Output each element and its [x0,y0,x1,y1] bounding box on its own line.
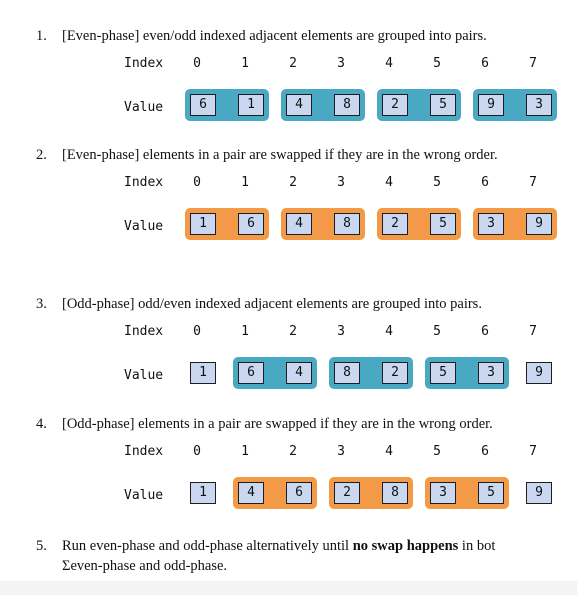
index-number: 5 [433,324,441,339]
value-cell: 9 [526,213,552,235]
step-number: 5. [36,538,47,554]
value-cell: 4 [286,213,312,235]
value-cell: 3 [526,94,552,116]
step-number: 3. [36,296,47,312]
value-label: Value [124,488,164,503]
value-cell: 6 [238,213,264,235]
index-number: 2 [289,324,297,339]
index-label: Index [124,56,164,71]
index-number: 1 [241,324,249,339]
index-number: 0 [193,175,201,190]
value-cell: 1 [238,94,264,116]
step-text-line2: Σeven-phase and odd-phase. [62,558,228,574]
value-label: Value [124,100,164,115]
index-number: 4 [385,324,393,339]
value-cell: 6 [286,482,312,504]
value-cell: 1 [190,482,216,504]
index-number: 6 [481,324,489,339]
index-number: 4 [385,175,393,190]
value-cell: 9 [526,362,552,384]
index-number: 4 [385,56,393,71]
value-cell: 1 [190,213,216,235]
step-number: 4. [36,416,47,432]
index-label: Index [124,175,164,190]
step-2: 2. [Even-phase] elements in a pair are sw… [36,147,498,164]
step-text: [Even-phase] even/odd indexed adjacent e… [62,28,487,44]
index-number: 2 [289,56,297,71]
value-cell: 4 [286,362,312,384]
value-cell: 4 [238,482,264,504]
index-number: 3 [337,175,345,190]
index-number: 2 [289,444,297,459]
value-cell: 8 [334,213,360,235]
step-text: [Odd-phase] odd/even indexed adjacent el… [62,296,482,312]
value-cell: 1 [190,362,216,384]
value-cell: 3 [478,362,504,384]
index-number: 0 [193,56,201,71]
value-cell: 5 [478,482,504,504]
index-number: 6 [481,175,489,190]
index-number: 1 [241,444,249,459]
step-text-after: in bot [458,538,496,554]
index-number: 7 [529,444,537,459]
step-4: 4. [Odd-phase] elements in a pair are swa… [36,416,493,433]
index-number: 5 [433,175,441,190]
step-text-bold: no swap happens [352,538,459,554]
value-cell: 2 [382,213,408,235]
index-label: Index [124,324,164,339]
value-cell: 9 [478,94,504,116]
value-cell: 5 [430,213,456,235]
index-number: 5 [433,444,441,459]
index-number: 2 [289,175,297,190]
index-number: 1 [241,56,249,71]
index-number: 6 [481,444,489,459]
index-number: 7 [529,56,537,71]
step-3: 3. [Odd-phase] odd/even indexed adjacent … [36,296,482,313]
index-number: 7 [529,175,537,190]
value-cell: 4 [286,94,312,116]
step-text-before: Run even-phase and odd-phase alternative… [62,538,353,554]
value-cell: 8 [334,362,360,384]
step-number: 2. [36,147,47,163]
index-number: 5 [433,56,441,71]
value-cell: 6 [238,362,264,384]
index-label: Index [124,444,164,459]
step-text: [Even-phase] elements in a pair are swap… [62,147,498,163]
step-number: 1. [36,28,47,44]
index-number: 3 [337,56,345,71]
index-number: 3 [337,324,345,339]
value-cell: 2 [382,362,408,384]
index-number: 7 [529,324,537,339]
index-number: 4 [385,444,393,459]
value-cell: 5 [430,94,456,116]
index-number: 0 [193,444,201,459]
value-cell: 9 [526,482,552,504]
value-cell: 3 [430,482,456,504]
value-cell: 5 [430,362,456,384]
index-number: 1 [241,175,249,190]
value-cell: 2 [382,94,408,116]
value-cell: 8 [334,94,360,116]
step-text: [Odd-phase] elements in a pair are swapp… [62,416,493,432]
value-label: Value [124,219,164,234]
index-number: 3 [337,444,345,459]
value-label: Value [124,368,164,383]
value-cell: 2 [334,482,360,504]
value-cell: 8 [382,482,408,504]
index-number: 6 [481,56,489,71]
value-cell: 6 [190,94,216,116]
value-cell: 3 [478,213,504,235]
step-5: 5. Run even-phase and odd-phase alternati… [36,536,495,576]
index-number: 0 [193,324,201,339]
step-1: 1. [Even-phase] even/odd indexed adjacent… [36,28,487,45]
bottom-edge [0,581,577,595]
